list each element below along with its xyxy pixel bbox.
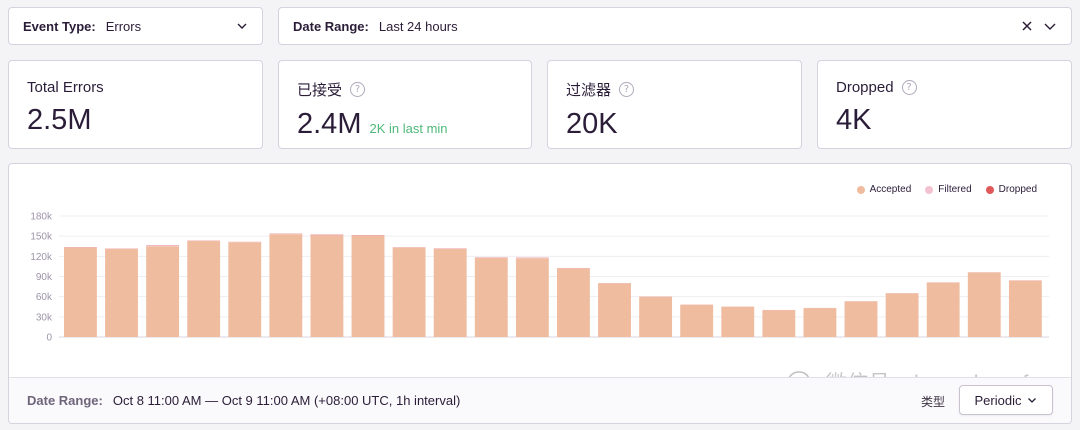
periodic-select-value: Periodic <box>974 392 1022 408</box>
y-tick-label: 120k <box>30 252 53 263</box>
bar-accepted[interactable] <box>967 272 1001 337</box>
date-range-label: Date Range: <box>293 18 369 34</box>
stat-value: 4K <box>836 104 1053 137</box>
stat-title: 过滤器? <box>566 79 783 100</box>
chart-panel: Accepted Filtered Dropped 0 30k 60k 90k 120k… <box>8 163 1072 424</box>
stat-value: 20K <box>566 108 783 141</box>
bar-accepted[interactable] <box>515 258 549 337</box>
stat-card-filtered: 过滤器? 20K <box>547 60 802 149</box>
stat-value-text: 4K <box>836 104 872 136</box>
bar-chart: 0 30k 60k 90k 120k 150k 180k <box>30 212 1049 344</box>
legend-item-accepted[interactable]: Accepted <box>856 184 912 195</box>
bar-accepted[interactable] <box>721 306 755 337</box>
stat-value-text: 2.5M <box>27 104 92 136</box>
stat-value-text: 2.4M <box>297 108 362 140</box>
date-range-value: Last 24 hours <box>378 18 458 34</box>
legend-dot <box>856 185 865 194</box>
bar-accepted[interactable] <box>146 246 180 337</box>
bar-accepted[interactable] <box>598 283 631 337</box>
bar-filtered[interactable] <box>146 245 180 247</box>
stat-title-text: Dropped <box>836 79 894 96</box>
bar-accepted[interactable] <box>762 310 796 337</box>
help-icon[interactable]: ? <box>619 82 635 97</box>
footer-date-range-label: Date Range: <box>27 393 103 408</box>
type-label: 类型 <box>920 395 945 409</box>
stat-card-dropped: Dropped? 4K <box>817 60 1072 149</box>
help-icon[interactable]: ? <box>350 82 366 97</box>
bar-accepted[interactable] <box>105 248 138 337</box>
stat-card-total-errors: Total Errors 2.5M <box>8 60 263 149</box>
clear-icon[interactable] <box>1021 20 1033 32</box>
legend-item-dropped[interactable]: Dropped <box>985 184 1037 195</box>
bar-accepted[interactable] <box>680 304 714 337</box>
bar-accepted[interactable] <box>639 296 673 337</box>
legend-label: Accepted <box>869 184 912 195</box>
bar-accepted[interactable] <box>844 301 878 337</box>
date-range-filter[interactable]: Date Range: Last 24 hours <box>278 7 1072 45</box>
bar-accepted[interactable] <box>926 282 960 337</box>
help-icon[interactable]: ? <box>901 80 917 95</box>
legend-label: Filtered <box>938 184 972 195</box>
stat-title-text: Total Errors <box>27 79 104 96</box>
bar-accepted[interactable] <box>474 257 508 337</box>
bar-accepted[interactable] <box>433 248 467 337</box>
bar-accepted[interactable] <box>310 235 344 337</box>
periodic-select[interactable]: Periodic <box>959 385 1053 415</box>
y-tick-label: 30k <box>36 312 53 323</box>
chart-footer: Date Range: Oct 8 11:00 AM — Oct 9 11:00… <box>9 377 1071 423</box>
stat-value: 2.5M <box>27 104 244 137</box>
legend-label: Dropped <box>998 184 1037 195</box>
bar-accepted[interactable] <box>269 234 303 337</box>
y-tick-label: 0 <box>46 333 52 344</box>
bar-accepted[interactable] <box>803 308 837 337</box>
bar-accepted[interactable] <box>885 293 919 337</box>
stat-title: Dropped? <box>836 79 1053 96</box>
event-type-value: Errors <box>105 18 142 34</box>
stat-sub-text: 2K in last min <box>369 121 448 136</box>
stat-title: 已接受? <box>297 79 513 100</box>
stat-value: 2.4M 2K in last min <box>297 108 513 141</box>
legend-dot <box>925 185 934 194</box>
bar-accepted[interactable] <box>228 242 262 337</box>
bar-accepted[interactable] <box>64 247 97 337</box>
chevron-down-icon[interactable] <box>1043 20 1057 32</box>
bar-accepted[interactable] <box>557 268 590 337</box>
stat-title-text: 过滤器 <box>566 82 612 99</box>
chart-legend: Accepted Filtered Dropped <box>856 184 1037 195</box>
bar-accepted[interactable] <box>1008 280 1042 337</box>
legend-item-filtered[interactable]: Filtered <box>925 184 972 195</box>
stat-value-text: 20K <box>566 108 618 140</box>
stat-title-text: 已接受 <box>297 82 343 99</box>
stat-title: Total Errors <box>27 79 244 96</box>
event-type-filter[interactable]: Event Type: Errors <box>8 7 263 45</box>
y-tick-label: 180k <box>30 212 53 223</box>
chevron-down-icon <box>237 23 247 29</box>
y-tick-label: 150k <box>30 232 53 243</box>
bar-accepted[interactable] <box>351 235 385 337</box>
bar-accepted[interactable] <box>392 247 426 337</box>
stat-card-accepted: 已接受? 2.4M 2K in last min <box>278 60 532 149</box>
footer-date-range-value: Oct 8 11:00 AM — Oct 9 11:00 AM (+08:00 … <box>112 393 461 408</box>
bar-accepted[interactable] <box>187 240 221 337</box>
legend-dot <box>985 185 994 194</box>
event-type-label: Event Type: <box>23 18 96 34</box>
y-tick-label: 60k <box>36 292 53 303</box>
y-tick-label: 90k <box>36 272 53 283</box>
chevron-down-icon <box>1028 398 1037 403</box>
